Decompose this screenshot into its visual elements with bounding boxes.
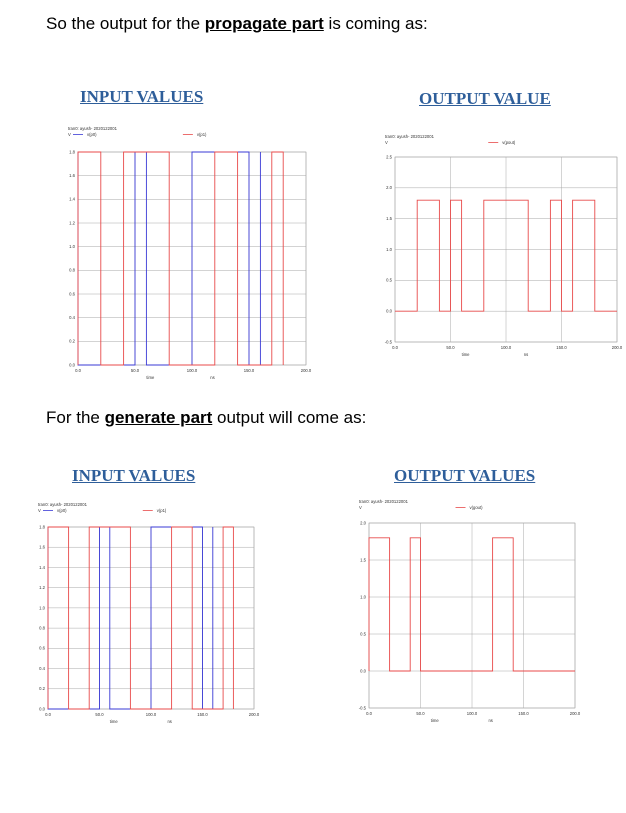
x-tick-label: 100.0 bbox=[187, 368, 198, 373]
x-axis-unit: ns bbox=[524, 352, 528, 357]
chart-unit-label: V bbox=[359, 505, 362, 510]
y-tick-label: 0.6 bbox=[69, 291, 75, 296]
x-tick-label: 0.0 bbox=[75, 368, 81, 373]
y-tick-label: 1.0 bbox=[386, 247, 392, 252]
x-tick-label: 100.0 bbox=[146, 712, 157, 717]
x-tick-label: 150.0 bbox=[518, 711, 529, 716]
x-axis-unit: ns bbox=[488, 718, 492, 723]
y-tick-label: 1.0 bbox=[69, 244, 75, 249]
y-tick-label: 1.8 bbox=[39, 524, 45, 529]
y-tick-label: 0.2 bbox=[69, 339, 75, 344]
legend-label: v(p1) bbox=[197, 132, 207, 137]
y-tick-label: 1.5 bbox=[386, 216, 392, 221]
y-tick-label: 1.5 bbox=[360, 557, 366, 562]
y-tick-label: 1.0 bbox=[39, 605, 45, 610]
x-axis-unit: ns bbox=[167, 719, 171, 724]
series-line bbox=[47, 526, 234, 710]
chart-unit-label: V bbox=[68, 132, 71, 137]
chart-subtitle: tran0: ayush- 2020122001 bbox=[38, 502, 88, 507]
x-tick-label: 100.0 bbox=[467, 711, 478, 716]
legend-label: v(p0) bbox=[87, 132, 97, 137]
x-tick-label: 200.0 bbox=[570, 711, 581, 716]
y-tick-label: 0.0 bbox=[69, 362, 75, 367]
x-tick-label: 200.0 bbox=[301, 368, 312, 373]
series-line bbox=[395, 199, 617, 312]
y-tick-label: 1.0 bbox=[360, 594, 366, 599]
x-tick-label: 150.0 bbox=[556, 345, 567, 350]
y-tick-label: -0.5 bbox=[359, 705, 367, 710]
series-line bbox=[368, 537, 575, 672]
generate-part-emphasis: generate part bbox=[104, 408, 213, 427]
y-tick-label: 1.2 bbox=[69, 220, 75, 225]
x-tick-label: 50.0 bbox=[446, 345, 455, 350]
y-tick-label: 0.0 bbox=[360, 668, 366, 673]
propagate-part-emphasis: propagate part bbox=[204, 14, 324, 33]
y-tick-label: 2.0 bbox=[360, 520, 366, 525]
y-tick-label: 1.4 bbox=[39, 565, 45, 570]
y-tick-label: 0.6 bbox=[39, 646, 45, 651]
legend-label: v(gout) bbox=[470, 505, 484, 510]
x-axis-unit: ns bbox=[210, 375, 214, 380]
series-line bbox=[77, 151, 284, 366]
chart-subtitle: tran0: ayush- 2020122001 bbox=[385, 134, 435, 139]
input-values-heading-1: INPUT VALUES bbox=[80, 87, 204, 106]
y-tick-label: 0.4 bbox=[69, 315, 75, 320]
output-values-heading: OUTPUT VALUES bbox=[394, 466, 536, 485]
y-tick-label: 1.6 bbox=[39, 545, 45, 550]
legend-label: v(p0) bbox=[57, 508, 67, 513]
y-tick-label: -0.5 bbox=[385, 339, 393, 344]
x-axis-label: time bbox=[110, 719, 119, 724]
x-tick-label: 50.0 bbox=[131, 368, 140, 373]
x-tick-label: 100.0 bbox=[501, 345, 512, 350]
y-tick-label: 1.4 bbox=[69, 197, 75, 202]
x-tick-label: 50.0 bbox=[95, 712, 104, 717]
y-tick-label: 2.0 bbox=[386, 185, 392, 190]
x-tick-label: 200.0 bbox=[612, 345, 623, 350]
x-axis-label: time bbox=[462, 352, 471, 357]
x-tick-label: 150.0 bbox=[244, 368, 255, 373]
x-axis-label: time bbox=[431, 718, 440, 723]
y-tick-label: 0.0 bbox=[39, 706, 45, 711]
y-tick-label: 0.5 bbox=[386, 278, 392, 283]
propagate-paragraph: So the output for the propagate part is … bbox=[46, 14, 428, 33]
x-tick-label: 0.0 bbox=[366, 711, 372, 716]
input-values-heading-2: INPUT VALUES bbox=[72, 466, 196, 485]
legend-label: v(pout) bbox=[502, 140, 516, 145]
y-tick-label: 0.5 bbox=[360, 631, 366, 636]
generate-paragraph: For the generate part output will come a… bbox=[46, 408, 367, 427]
x-axis-label: time bbox=[146, 375, 155, 380]
y-tick-label: 0.8 bbox=[69, 268, 75, 273]
x-tick-label: 200.0 bbox=[249, 712, 260, 717]
y-tick-label: 2.5 bbox=[386, 154, 392, 159]
x-tick-label: 0.0 bbox=[45, 712, 51, 717]
y-tick-label: 0.8 bbox=[39, 626, 45, 631]
chart-subtitle: tran0: ayush- 2020122001 bbox=[359, 499, 409, 504]
y-tick-label: 0.4 bbox=[39, 666, 45, 671]
y-tick-label: 0.2 bbox=[39, 686, 45, 691]
y-tick-label: 1.2 bbox=[39, 585, 45, 590]
x-tick-label: 50.0 bbox=[416, 711, 425, 716]
chart-unit-label: V bbox=[38, 508, 41, 513]
y-tick-label: 1.6 bbox=[69, 173, 75, 178]
x-tick-label: 150.0 bbox=[197, 712, 208, 717]
y-tick-label: 0.0 bbox=[386, 309, 392, 314]
chart-subtitle: tran0: ayush- 2020122001 bbox=[68, 126, 118, 131]
legend-label: v(p1) bbox=[157, 508, 167, 513]
output-value-heading: OUTPUT VALUE bbox=[419, 89, 551, 108]
x-tick-label: 0.0 bbox=[392, 345, 398, 350]
y-tick-label: 1.8 bbox=[69, 149, 75, 154]
chart-unit-label: V bbox=[385, 140, 388, 145]
